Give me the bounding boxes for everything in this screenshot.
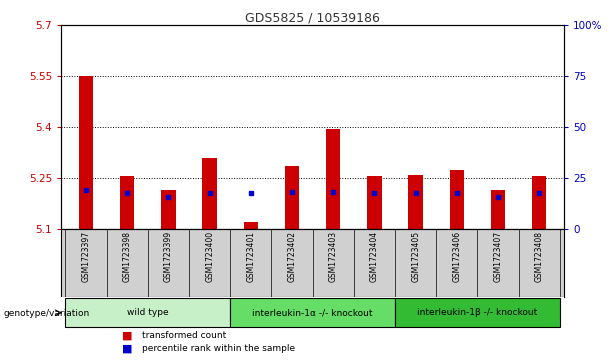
Text: GSM1723406: GSM1723406 [452,231,462,282]
Text: GSM1723403: GSM1723403 [329,231,338,282]
Text: GSM1723401: GSM1723401 [246,231,256,282]
Bar [408,175,423,229]
Text: GSM1723404: GSM1723404 [370,231,379,282]
Text: GSM1723408: GSM1723408 [535,231,544,282]
Text: GSM1723405: GSM1723405 [411,231,420,282]
Text: ■: ■ [121,344,132,354]
Bar [66,298,230,327]
Title: GDS5825 / 10539186: GDS5825 / 10539186 [245,11,380,24]
Text: GSM1723407: GSM1723407 [493,231,503,282]
Bar [532,176,546,229]
Bar [79,76,93,229]
Text: transformed count: transformed count [142,331,226,340]
Text: GSM1723402: GSM1723402 [287,231,297,282]
Text: wild type: wild type [127,308,169,317]
Text: interleukin-1α -/- knockout: interleukin-1α -/- knockout [253,308,373,317]
Bar [120,176,134,229]
Text: GSM1723399: GSM1723399 [164,231,173,282]
Text: interleukin-1β -/- knockout: interleukin-1β -/- knockout [417,308,538,317]
Bar [243,222,258,229]
Text: GSM1723398: GSM1723398 [123,231,132,282]
Text: percentile rank within the sample: percentile rank within the sample [142,344,295,354]
Bar [491,190,505,229]
Text: GSM1723397: GSM1723397 [82,231,91,282]
Text: GSM1723400: GSM1723400 [205,231,214,282]
Bar [161,190,176,229]
Bar [449,170,464,229]
Text: genotype/variation: genotype/variation [3,310,89,318]
Bar [202,158,217,229]
Bar [230,298,395,327]
Bar [395,298,560,327]
Text: ■: ■ [121,330,132,340]
Bar [367,176,382,229]
Bar [285,166,299,229]
Bar [326,129,340,229]
